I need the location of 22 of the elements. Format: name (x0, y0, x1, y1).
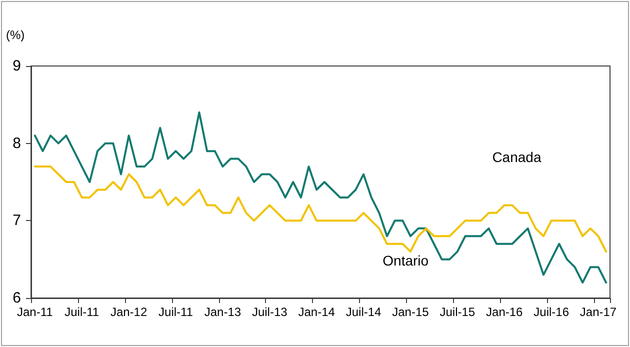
y-axis-title: (%) (6, 28, 25, 42)
y-tick-label: 6 (12, 290, 21, 306)
x-tick-label: Jan-12 (110, 305, 148, 319)
x-tick-label: Juil-13 (252, 305, 288, 319)
y-tick-label: 7 (12, 212, 21, 230)
x-tick-label: Jan-13 (204, 305, 242, 319)
x-tick-label: Juil-16 (534, 305, 570, 319)
series-label: Ontario (382, 252, 429, 269)
x-tick-label: Juil-11 (64, 305, 100, 319)
text: Canada (492, 149, 542, 166)
x-tick-label: Juil-14 (346, 305, 382, 319)
x-tick-label: Juil-15 (440, 305, 476, 319)
x-tick-label: Jan-17 (580, 305, 617, 319)
x-tick-label: Jan-14 (298, 305, 336, 319)
y-tick-label: 8 (12, 134, 21, 152)
x-tick-label: Juil-11 (158, 305, 194, 319)
x-tick-label: Jan-11 (17, 305, 54, 319)
line-series (34, 111, 608, 284)
x-tick-label: Jan-15 (392, 305, 430, 319)
line-series (34, 166, 608, 253)
y-tick-label: 9 (12, 58, 21, 74)
x-tick-label: Jan-16 (486, 305, 524, 319)
